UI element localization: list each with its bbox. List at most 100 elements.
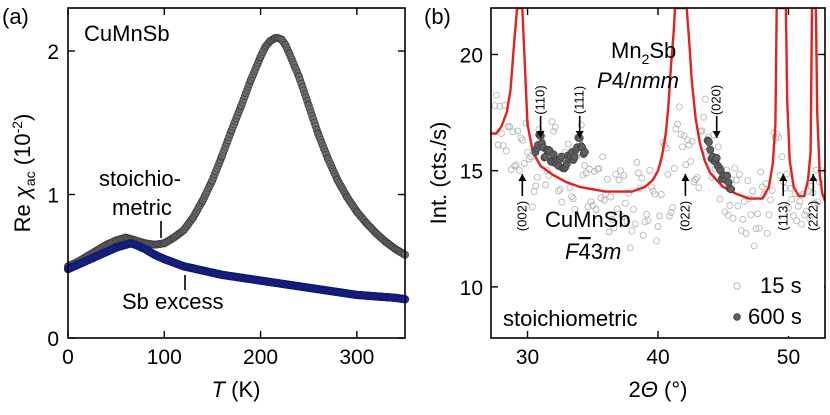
15s-point [515, 166, 523, 174]
15s-point [579, 171, 587, 179]
15s-point [555, 187, 562, 195]
15s-point [752, 225, 760, 233]
15s-point [788, 195, 796, 203]
15s-point [603, 175, 611, 183]
15s-point [613, 205, 621, 213]
15s-point [584, 203, 592, 211]
15s-point [807, 182, 815, 190]
15s-point [679, 143, 686, 151]
15s-point [519, 136, 527, 144]
panel-a: (a) 0 100 200 300 0 1 2 CuMnSb stoichio- metri… [2, 4, 410, 402]
panel-a-ticks: 0 100 200 300 0 1 2 [47, 8, 405, 369]
15s-point [530, 188, 538, 196]
15s-point [646, 166, 654, 174]
panel-a-y-tick-label: 0 [47, 328, 59, 351]
15s-point [742, 229, 750, 237]
panel-b-y-tick-label: 10 [460, 277, 483, 300]
15s-point [625, 189, 633, 197]
panel-b-label: (b) [424, 4, 451, 29]
15s-point [638, 174, 646, 182]
mn2sb-peak-110-label: (110) [533, 85, 548, 114]
15s-point [701, 95, 709, 103]
600s-point [549, 150, 558, 159]
15s-point [493, 91, 500, 99]
cumnsb-label: CuMnSb [545, 207, 631, 232]
15s-point [507, 166, 515, 173]
15s-point [600, 196, 608, 204]
legend-label-15s: 15 s [760, 273, 802, 298]
panel-a-x-tick-label: 300 [339, 346, 374, 369]
15s-point [762, 180, 770, 187]
15s-point [607, 193, 615, 201]
15s-point [734, 202, 742, 210]
15s-point [587, 198, 595, 206]
15s-point [502, 147, 510, 155]
15s-point [517, 134, 525, 142]
15s-point [568, 193, 576, 201]
15s-point [612, 170, 620, 178]
mn2sb-peak-111-label: (111) [572, 86, 587, 114]
15s-point [623, 218, 631, 225]
15s-point [651, 190, 659, 198]
15s-point [677, 130, 685, 138]
600s-point [727, 185, 736, 194]
panel-a-x-tick-label: 0 [62, 346, 74, 369]
15s-point [740, 198, 748, 206]
15s-point [528, 203, 536, 211]
15s-point [683, 136, 691, 144]
15s-point [749, 187, 757, 195]
15s-point [750, 242, 758, 250]
15s-point [577, 121, 585, 129]
panel-b-plot-area [491, 8, 825, 252]
15s-point [569, 195, 577, 203]
15s-point [608, 216, 616, 223]
15s-point [786, 184, 794, 192]
15s-point [494, 141, 502, 149]
15s-point [700, 113, 708, 121]
15s-point [626, 244, 634, 252]
600s-point [723, 171, 732, 180]
15s-point [657, 191, 665, 198]
panel-a-x-tick-label: 200 [243, 346, 278, 369]
15s-point [594, 165, 602, 173]
stoichiometric-label-line1: stoichio- [99, 166, 181, 191]
15s-point [639, 231, 647, 239]
mn2sb-peak-110-arrowhead [536, 131, 545, 138]
legend-label-600s: 600 s [748, 304, 802, 329]
cumnsb-peak-002-arrowhead [518, 174, 527, 181]
15s-point [512, 161, 520, 169]
15s-point [514, 127, 522, 135]
15s-point [506, 122, 514, 130]
15s-point [654, 223, 662, 230]
15s-point [499, 142, 507, 150]
15s-point [806, 214, 814, 222]
15s-point [564, 140, 572, 148]
15s-point [670, 164, 678, 172]
15s-point [592, 206, 600, 213]
mn2sb-space-group: P4/nmm [597, 68, 679, 93]
15s-point [758, 183, 766, 191]
15s-point [747, 211, 755, 219]
15s-point [793, 217, 801, 225]
15s-point [633, 159, 641, 166]
15s-point [643, 211, 651, 218]
600s-point [580, 148, 589, 157]
panel-a-marks [63, 34, 410, 304]
15s-point [665, 212, 673, 220]
15s-point [522, 119, 530, 127]
15s-point [781, 184, 789, 192]
15s-point [543, 167, 551, 175]
sb-excess-label: Sb excess [122, 289, 224, 314]
15s-point [695, 184, 703, 192]
15s-point [744, 177, 752, 185]
15s-point [693, 174, 701, 182]
cumnsb-peak-022-label: (022) [677, 201, 692, 231]
15s-point [548, 118, 556, 126]
panel-b-y-tick-label: 15 [460, 161, 483, 184]
15s-point [672, 125, 680, 133]
15s-point [765, 211, 773, 219]
cumnsb-peak-222-label: (222) [805, 201, 820, 231]
panel-a-x-axis-title: T (K) [212, 377, 261, 402]
legend-background [724, 262, 824, 336]
